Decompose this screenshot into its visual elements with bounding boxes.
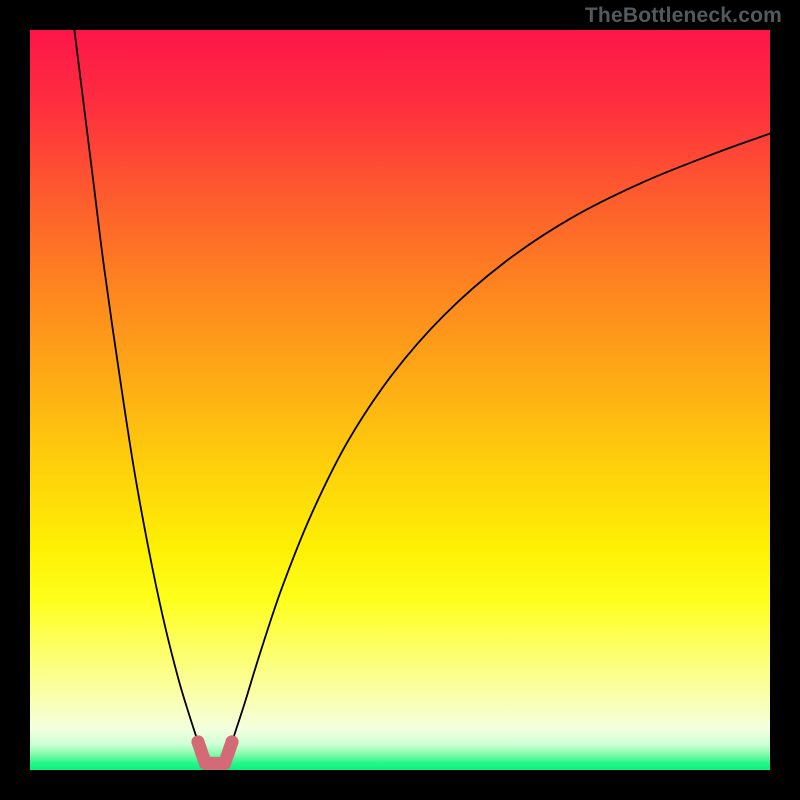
chart-container: TheBottleneck.com: [0, 0, 800, 800]
plot-frame: [30, 30, 770, 770]
main-curve: [74, 30, 770, 742]
watermark-text: TheBottleneck.com: [585, 4, 782, 28]
curve-layer: [30, 30, 770, 770]
